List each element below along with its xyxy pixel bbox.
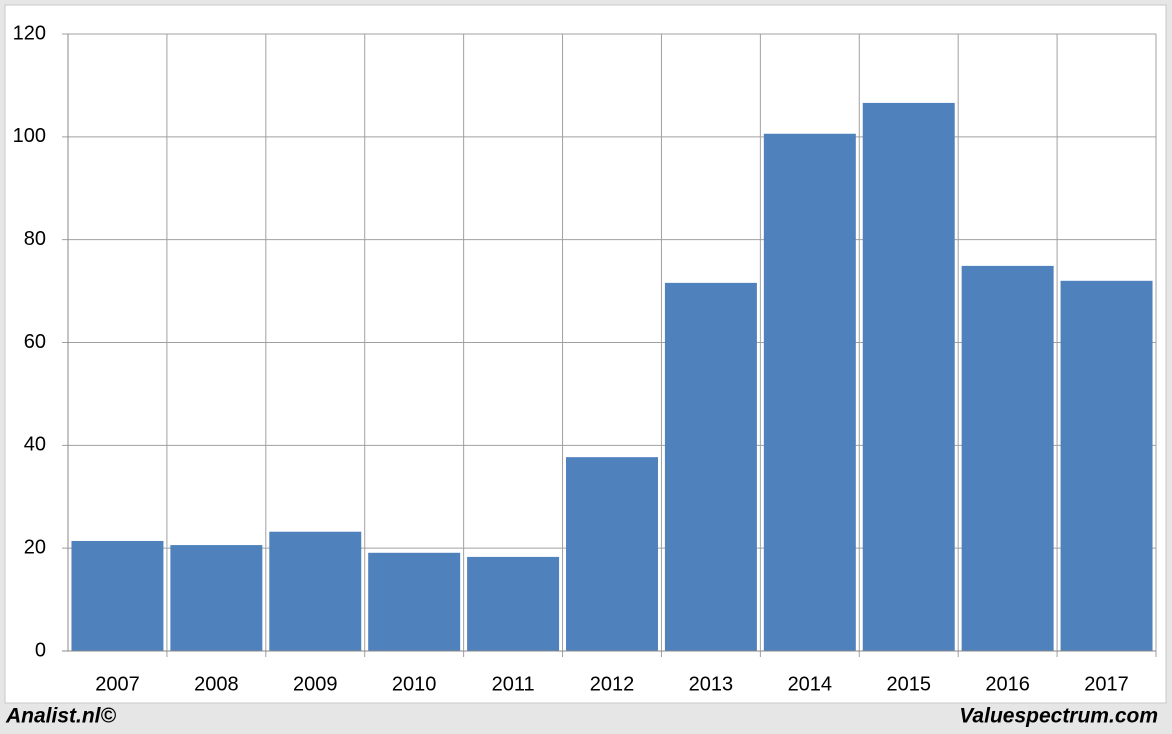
y-tick-label: 60 [24,331,46,353]
bar [71,540,164,651]
bar [170,545,263,651]
bar [862,102,955,652]
x-tick-label: 2016 [985,673,1030,695]
x-tick-label: 2012 [590,673,635,695]
x-tick-label: 2011 [492,673,535,695]
bar [961,265,1054,651]
y-tick-label: 100 [13,125,46,147]
y-tick-label: 0 [35,639,46,661]
bar [467,556,560,651]
bar [368,552,461,651]
bar [664,282,757,651]
y-tick-label: 20 [24,536,46,558]
y-tick-label: 40 [24,434,46,456]
x-tick-label: 2014 [788,673,833,695]
x-tick-label: 2008 [194,673,239,695]
x-tick-label: 2015 [886,673,931,695]
bar [566,457,658,651]
x-tick-label: 2017 [1084,673,1129,695]
bar [1060,280,1153,651]
x-tick-label: 2009 [293,673,338,695]
x-tick-label: 2007 [95,673,140,695]
x-tick-label: 2013 [689,673,734,695]
bar [763,133,856,651]
y-tick-label: 120 [13,22,46,44]
bar [269,531,362,651]
y-tick-label: 80 [24,228,46,250]
x-tick-label: 2010 [392,673,437,695]
source-right: Valuespectrum.com [959,705,1158,728]
source-left: Analist.nl© [5,705,117,728]
